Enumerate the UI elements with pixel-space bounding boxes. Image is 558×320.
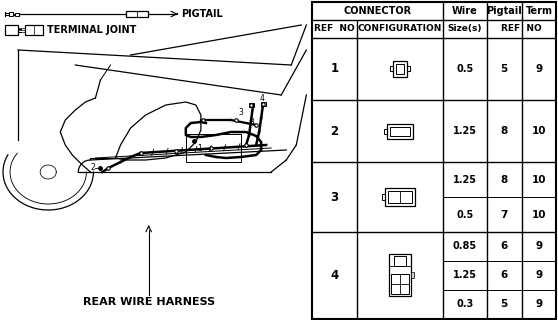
Bar: [261, 102, 266, 106]
Text: 1.25: 1.25: [453, 270, 477, 280]
Bar: [396, 64, 404, 74]
Text: 3: 3: [330, 191, 339, 204]
Text: Term: Term: [526, 6, 552, 16]
Text: 2: 2: [90, 163, 95, 172]
Text: CONNECTOR: CONNECTOR: [343, 6, 411, 16]
Text: 9: 9: [536, 242, 543, 252]
Text: 1.25: 1.25: [453, 126, 477, 136]
Text: 4: 4: [259, 94, 264, 103]
Text: REF  NO: REF NO: [314, 24, 355, 33]
Bar: [15, 12, 19, 15]
Text: 2: 2: [330, 125, 339, 138]
Text: 0.3: 0.3: [456, 299, 473, 309]
Bar: [385, 188, 415, 206]
Text: 8: 8: [501, 175, 508, 185]
Text: 4: 4: [330, 269, 339, 282]
Text: 6: 6: [501, 242, 508, 252]
Text: 9: 9: [536, 299, 543, 309]
Text: TERMINAL JOINT: TERMINAL JOINT: [47, 25, 137, 35]
Bar: [249, 103, 254, 107]
Text: 1: 1: [197, 144, 201, 153]
Text: 1.25: 1.25: [453, 175, 477, 185]
Bar: [5, 25, 18, 35]
Text: Pigtail: Pigtail: [487, 6, 522, 16]
Text: Size(s): Size(s): [448, 24, 482, 33]
Text: 1: 1: [330, 62, 339, 75]
Bar: [407, 66, 410, 71]
Text: 3: 3: [238, 108, 243, 117]
Text: Wire: Wire: [452, 6, 478, 16]
Bar: [394, 256, 406, 266]
Text: 8: 8: [501, 126, 508, 136]
Bar: [389, 254, 411, 296]
Bar: [387, 124, 413, 139]
Text: 7: 7: [501, 210, 508, 220]
Text: REF  NO: REF NO: [501, 24, 542, 33]
Bar: [388, 191, 412, 203]
Text: 0.5: 0.5: [456, 64, 473, 74]
Text: PIGTAIL: PIGTAIL: [181, 9, 223, 19]
Text: REAR WIRE HARNESS: REAR WIRE HARNESS: [83, 297, 215, 307]
Text: 6: 6: [501, 270, 508, 280]
Text: 9: 9: [536, 64, 543, 74]
Bar: [390, 66, 393, 71]
Text: 9: 9: [536, 270, 543, 280]
Text: CONFIGURATION: CONFIGURATION: [358, 24, 442, 33]
Text: 0.5: 0.5: [456, 210, 473, 220]
Text: 3: 3: [249, 118, 254, 127]
Bar: [25, 25, 43, 35]
Text: 10: 10: [532, 126, 546, 136]
Text: 5: 5: [501, 299, 508, 309]
Bar: [390, 127, 410, 136]
Bar: [186, 134, 241, 162]
Bar: [393, 61, 407, 77]
Bar: [9, 12, 13, 16]
Text: 10: 10: [532, 175, 546, 185]
Bar: [411, 272, 414, 278]
Text: 5: 5: [501, 64, 508, 74]
Bar: [382, 194, 385, 200]
Bar: [126, 11, 148, 17]
Text: 10: 10: [532, 210, 546, 220]
Bar: [384, 129, 387, 134]
Bar: [391, 274, 409, 294]
Text: 0.85: 0.85: [453, 242, 477, 252]
